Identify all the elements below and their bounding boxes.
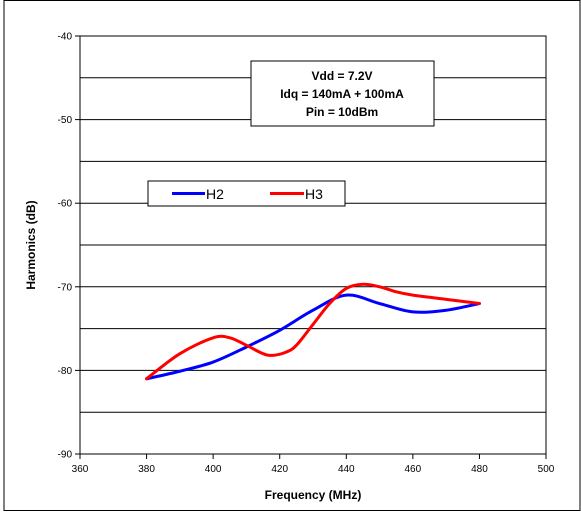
series-line-h3 [145, 282, 481, 381]
x-axis-ticks: 360 380 400 420 440 460 480 500 [72, 454, 555, 475]
x-axis-title: Frequency (MHz) [265, 488, 362, 502]
annotation-box: Vdd = 7.2V Idq = 140mA + 100mA Pin = 10d… [250, 60, 435, 127]
y-tick-label: -50 [58, 115, 73, 126]
x-tick-label: 360 [72, 464, 89, 475]
annotation-line-idq: Idq = 140mA + 100mA [280, 87, 404, 101]
x-tick-label: 380 [138, 464, 155, 475]
series-line-h2 [145, 293, 481, 381]
x-tick-label: 440 [338, 464, 355, 475]
x-tick-label: 400 [205, 464, 222, 475]
x-tick-label: 480 [471, 464, 488, 475]
legend-label-h3: H3 [305, 186, 323, 202]
y-tick-label: -70 [58, 282, 73, 293]
annotation-line-pin: Pin = 10dBm [306, 105, 378, 119]
y-tick-label: -40 [58, 32, 73, 43]
legend: H2 H3 [147, 180, 346, 207]
y-tick-label: -90 [58, 450, 73, 461]
y-tick-label: -80 [58, 366, 73, 377]
y-axis-ticks: -40 -50 -60 -70 -80 -90 [58, 32, 80, 461]
y-axis-title: Harmonics (dB) [24, 200, 38, 289]
x-tick-label: 500 [538, 464, 555, 475]
legend-label-h2: H2 [206, 186, 224, 202]
x-tick-label: 420 [271, 464, 288, 475]
annotation-frame [250, 60, 435, 127]
x-tick-label: 460 [405, 464, 422, 475]
y-tick-label: -60 [58, 199, 73, 210]
annotation-line-vdd: Vdd = 7.2V [311, 69, 372, 83]
series-layer [145, 282, 481, 381]
